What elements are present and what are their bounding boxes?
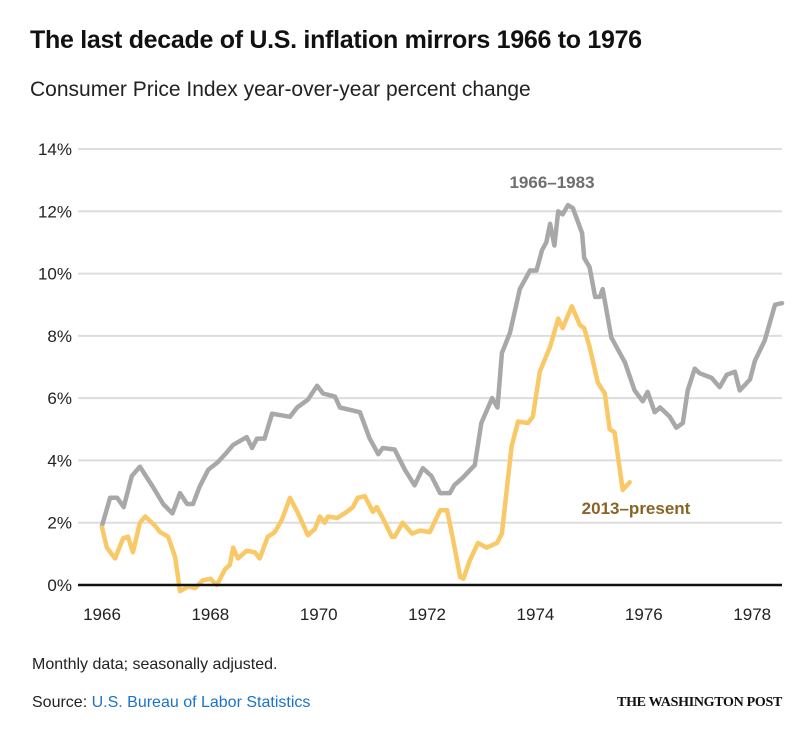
x-tick-label: 1970 bbox=[300, 605, 338, 624]
chart-subtitle: Consumer Price Index year-over-year perc… bbox=[30, 78, 531, 101]
x-tick-label: 1978 bbox=[733, 605, 771, 624]
y-tick-label: 4% bbox=[47, 451, 72, 470]
y-tick-label: 12% bbox=[38, 202, 72, 221]
y-tick-label: 0% bbox=[47, 576, 72, 595]
x-tick-label: 1972 bbox=[408, 605, 446, 624]
source-line: Source: U.S. Bureau of Labor Statistics bbox=[32, 694, 310, 712]
series-line-2013-present bbox=[99, 304, 632, 594]
source-link[interactable]: U.S. Bureau of Labor Statistics bbox=[91, 694, 311, 711]
brand-logo: THE WASHINGTON POST bbox=[617, 695, 782, 710]
gridlines bbox=[78, 148, 782, 524]
x-tick-label: 1966 bbox=[83, 605, 121, 624]
x-tick-label: 1968 bbox=[191, 605, 229, 624]
source-label: Source: bbox=[32, 694, 88, 711]
y-axis-ticks: 0% 2% 4% 6% 8% 10% 12% 14% bbox=[38, 140, 72, 595]
footnote: Monthly data; seasonally adjusted. bbox=[32, 656, 278, 673]
x-tick-label: 1974 bbox=[517, 605, 555, 624]
series-line-1966-1983 bbox=[99, 202, 785, 529]
y-tick-label: 10% bbox=[38, 265, 72, 284]
x-axis-ticks: 1966 1968 1970 1972 1974 1976 1978 bbox=[83, 605, 771, 624]
chart-title: The last decade of U.S. inflation mirror… bbox=[30, 26, 642, 54]
series-label-2013-present: 2013–present bbox=[582, 499, 691, 518]
series-lines bbox=[99, 202, 785, 594]
x-tick-label: 1976 bbox=[625, 605, 663, 624]
y-tick-label: 8% bbox=[47, 327, 72, 346]
y-tick-label: 14% bbox=[38, 140, 72, 159]
series-label-1966-1983: 1966–1983 bbox=[509, 173, 594, 192]
y-tick-label: 6% bbox=[47, 389, 72, 408]
y-tick-label: 2% bbox=[47, 514, 72, 533]
